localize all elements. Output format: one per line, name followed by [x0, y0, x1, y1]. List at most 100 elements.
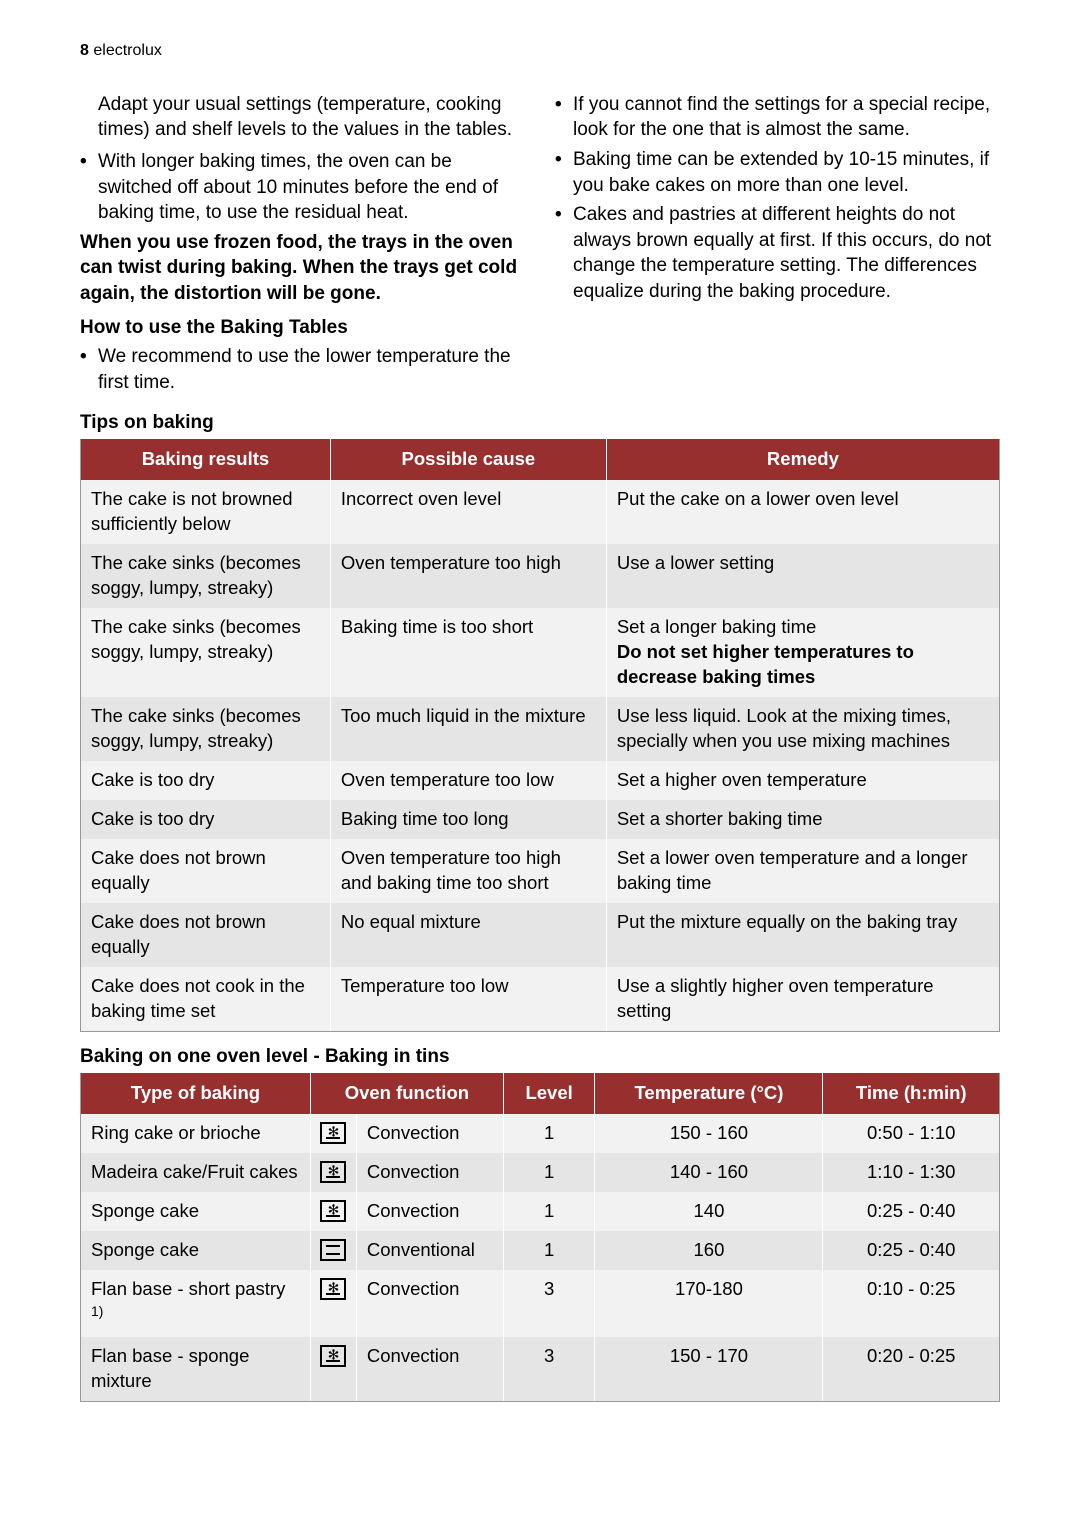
- cell-temp: 160: [595, 1231, 823, 1270]
- cell-temp: 150 - 170: [595, 1337, 823, 1401]
- bullet-text: Cakes and pastries at different heights …: [573, 202, 1000, 305]
- cell-remedy: Use a lower setting: [606, 544, 999, 608]
- convection-icon: [320, 1200, 346, 1222]
- bullet-text: With longer baking times, the oven can b…: [98, 149, 525, 226]
- bullet-heights: • Cakes and pastries at different height…: [555, 202, 1000, 305]
- bullet-text: We recommend to use the lower temperatur…: [98, 344, 525, 395]
- cell-result: The cake sinks (becomes soggy, lumpy, st…: [81, 608, 330, 697]
- cell-result: Cake does not cook in the baking time se…: [81, 967, 330, 1031]
- table-row: Sponge cakeConvection11400:25 - 0:40: [81, 1192, 999, 1231]
- table-row: The cake is not browned sufficiently bel…: [81, 480, 999, 544]
- cell-cause: Temperature too low: [330, 967, 606, 1031]
- para-adapt: Adapt your usual settings (temperature, …: [80, 92, 525, 143]
- table-row: Flan base - sponge mixtureConvection3150…: [81, 1337, 999, 1401]
- bullet-longer-baking: • With longer baking times, the oven can…: [80, 149, 525, 226]
- cell-remedy: Put the cake on a lower oven level: [606, 480, 999, 544]
- cell-function: Convection: [356, 1270, 503, 1337]
- cell-level: 1: [503, 1231, 595, 1270]
- cell-temp: 150 - 160: [595, 1114, 823, 1153]
- table-row: Cake does not brown equallyOven temperat…: [81, 839, 999, 903]
- bullet-dot: •: [80, 149, 98, 226]
- cell-cause: Baking time too long: [330, 800, 606, 839]
- remedy-bold: Do not set higher temperatures to decrea…: [617, 641, 914, 687]
- convection-icon: [320, 1161, 346, 1183]
- convection-icon: [320, 1278, 346, 1300]
- right-column: • If you cannot find the settings for a …: [555, 92, 1000, 400]
- th-level: Level: [503, 1073, 595, 1114]
- bullet-text: If you cannot find the settings for a sp…: [573, 92, 1000, 143]
- table-row: Cake is too dryOven temperature too lowS…: [81, 761, 999, 800]
- table-row: The cake sinks (becomes soggy, lumpy, st…: [81, 697, 999, 761]
- cell-result: Cake is too dry: [81, 761, 330, 800]
- cell-function: Convection: [356, 1192, 503, 1231]
- table-row: Sponge cake Conventional11600:25 - 0:40: [81, 1231, 999, 1270]
- cell-result: The cake sinks (becomes soggy, lumpy, st…: [81, 697, 330, 761]
- cell-temp: 140: [595, 1192, 823, 1231]
- convection-icon: [320, 1122, 346, 1144]
- tips-table-wrap: Baking results Possible cause Remedy The…: [80, 439, 1000, 1031]
- cell-time: 0:25 - 0:40: [823, 1192, 999, 1231]
- cell-level: 3: [503, 1337, 595, 1401]
- conventional-icon: [320, 1239, 346, 1261]
- bullet-dot: •: [555, 202, 573, 305]
- cell-cause: Incorrect oven level: [330, 480, 606, 544]
- cell-time: 0:10 - 0:25: [823, 1270, 999, 1337]
- th-time: Time (h:min): [823, 1073, 999, 1114]
- cell-function: Conventional: [356, 1231, 503, 1270]
- cell-cause: Oven temperature too high and baking tim…: [330, 839, 606, 903]
- th-function: Oven function: [311, 1073, 504, 1114]
- cell-function: Convection: [356, 1153, 503, 1192]
- bullet-recommend: • We recommend to use the lower temperat…: [80, 344, 525, 395]
- table-row: Cake does not cook in the baking time se…: [81, 967, 999, 1031]
- cell-type: Sponge cake: [81, 1231, 311, 1270]
- cell-type: Ring cake or brioche: [81, 1114, 311, 1153]
- baking-table: Type of baking Oven function Level Tempe…: [81, 1073, 999, 1401]
- cell-level: 3: [503, 1270, 595, 1337]
- tips-table: Baking results Possible cause Remedy The…: [81, 439, 999, 1030]
- bullet-special: • If you cannot find the settings for a …: [555, 92, 1000, 143]
- baking-table-wrap: Type of baking Oven function Level Tempe…: [80, 1073, 1000, 1402]
- cell-cause: No equal mixture: [330, 903, 606, 967]
- brand-name: electrolux: [93, 42, 161, 59]
- cell-type: Madeira cake/Fruit cakes: [81, 1153, 311, 1192]
- th-type: Type of baking: [81, 1073, 311, 1114]
- convection-icon: [320, 1345, 346, 1367]
- cell-time: 1:10 - 1:30: [823, 1153, 999, 1192]
- cell-result: Cake is too dry: [81, 800, 330, 839]
- table-header-row: Baking results Possible cause Remedy: [81, 439, 999, 480]
- table-row: The cake sinks (becomes soggy, lumpy, st…: [81, 608, 999, 697]
- cell-result: Cake does not brown equally: [81, 839, 330, 903]
- bullet-extend: • Baking time can be extended by 10-15 m…: [555, 147, 1000, 198]
- cell-result: Cake does not brown equally: [81, 903, 330, 967]
- cell-function: Convection: [356, 1337, 503, 1401]
- table-row: Flan base - short pastry 1)Convection317…: [81, 1270, 999, 1337]
- table-row: The cake sinks (becomes soggy, lumpy, st…: [81, 544, 999, 608]
- cell-cause: Oven temperature too low: [330, 761, 606, 800]
- cell-result: The cake sinks (becomes soggy, lumpy, st…: [81, 544, 330, 608]
- cell-icon: [311, 1114, 357, 1153]
- table-row: Cake does not brown equallyNo equal mixt…: [81, 903, 999, 967]
- cell-type: Flan base - short pastry 1): [81, 1270, 311, 1337]
- table-row: Madeira cake/Fruit cakesConvection1140 -…: [81, 1153, 999, 1192]
- bullet-dot: •: [80, 344, 98, 395]
- cell-remedy: Set a higher oven temperature: [606, 761, 999, 800]
- cell-icon: [311, 1192, 357, 1231]
- cell-level: 1: [503, 1192, 595, 1231]
- left-column: Adapt your usual settings (temperature, …: [80, 92, 525, 400]
- cell-level: 1: [503, 1114, 595, 1153]
- cell-time: 0:20 - 0:25: [823, 1337, 999, 1401]
- cell-cause: Oven temperature too high: [330, 544, 606, 608]
- table-row: Cake is too dryBaking time too longSet a…: [81, 800, 999, 839]
- cell-remedy: Put the mixture equally on the baking tr…: [606, 903, 999, 967]
- baking-heading: Baking on one oven level - Baking in tin…: [80, 1044, 1000, 1070]
- bullet-dot: •: [555, 147, 573, 198]
- cell-temp: 140 - 160: [595, 1153, 823, 1192]
- frozen-note: When you use frozen food, the trays in t…: [80, 230, 525, 307]
- cell-time: 0:25 - 0:40: [823, 1231, 999, 1270]
- table-header-row: Type of baking Oven function Level Tempe…: [81, 1073, 999, 1114]
- cell-remedy: Set a lower oven temperature and a longe…: [606, 839, 999, 903]
- cell-cause: Too much liquid in the mixture: [330, 697, 606, 761]
- cell-result: The cake is not browned sufficiently bel…: [81, 480, 330, 544]
- two-column-layout: Adapt your usual settings (temperature, …: [80, 92, 1000, 400]
- cell-icon: [311, 1153, 357, 1192]
